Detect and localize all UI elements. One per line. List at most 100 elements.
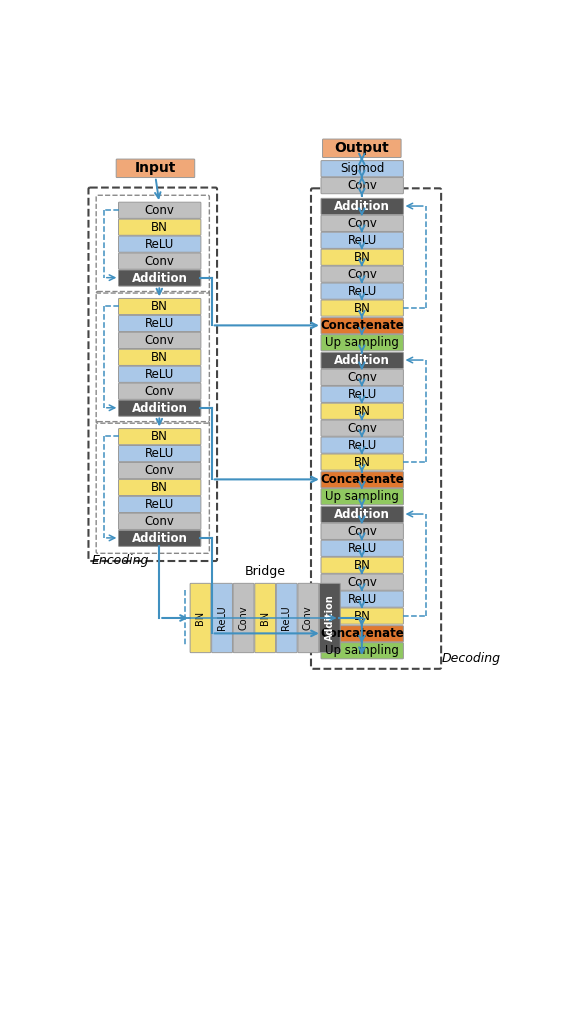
FancyBboxPatch shape [190,584,211,652]
Text: BN: BN [195,611,205,625]
Text: Decoding: Decoding [442,652,501,665]
Text: Conv: Conv [238,605,248,631]
FancyBboxPatch shape [321,591,403,607]
Text: Conv: Conv [145,515,174,527]
FancyBboxPatch shape [277,584,297,652]
FancyBboxPatch shape [118,445,201,462]
Text: Concatenate: Concatenate [320,319,404,332]
FancyBboxPatch shape [321,541,403,556]
Text: BN: BN [354,609,371,623]
FancyBboxPatch shape [321,420,403,436]
Text: ReLU: ReLU [282,605,291,631]
FancyBboxPatch shape [321,454,403,470]
FancyBboxPatch shape [321,523,403,540]
Text: Addition: Addition [334,354,390,367]
FancyBboxPatch shape [118,219,201,236]
FancyBboxPatch shape [321,283,403,299]
FancyBboxPatch shape [118,298,201,314]
FancyBboxPatch shape [321,300,403,316]
Text: Up sampling: Up sampling [325,336,399,349]
FancyBboxPatch shape [321,386,403,402]
FancyBboxPatch shape [321,266,403,283]
FancyBboxPatch shape [321,370,403,385]
Text: BN: BN [151,221,168,233]
Text: Conv: Conv [347,267,377,281]
Text: Addition: Addition [132,271,187,285]
Text: ReLU: ReLU [145,238,174,251]
Text: ReLU: ReLU [348,233,377,247]
FancyBboxPatch shape [321,249,403,265]
FancyBboxPatch shape [118,429,201,444]
FancyBboxPatch shape [323,139,401,158]
FancyBboxPatch shape [321,506,403,522]
FancyBboxPatch shape [321,352,403,369]
FancyBboxPatch shape [321,608,403,625]
Text: Concatenate: Concatenate [320,628,404,640]
Text: BN: BN [260,611,270,625]
Text: Conv: Conv [145,255,174,267]
Text: Conv: Conv [347,575,377,589]
Text: Conv: Conv [347,371,377,384]
FancyBboxPatch shape [321,215,403,231]
FancyBboxPatch shape [118,513,201,529]
Text: ReLU: ReLU [145,447,174,460]
Text: Conv: Conv [347,422,377,434]
FancyBboxPatch shape [321,232,403,249]
FancyBboxPatch shape [118,400,201,416]
FancyBboxPatch shape [118,237,201,252]
Text: Output: Output [334,141,389,156]
Text: BN: BN [151,481,168,494]
Text: Input: Input [135,162,176,175]
FancyBboxPatch shape [321,643,403,658]
FancyBboxPatch shape [118,202,201,218]
Text: ReLU: ReLU [145,498,174,511]
Text: BN: BN [354,251,371,264]
Text: BN: BN [354,559,371,571]
Text: Bridge: Bridge [244,565,286,578]
FancyBboxPatch shape [321,335,403,351]
FancyBboxPatch shape [118,253,201,269]
FancyBboxPatch shape [118,383,201,399]
FancyBboxPatch shape [255,584,275,652]
FancyBboxPatch shape [116,159,195,177]
FancyBboxPatch shape [233,584,254,652]
Text: ReLU: ReLU [145,368,174,381]
FancyBboxPatch shape [298,584,319,652]
FancyBboxPatch shape [118,497,201,512]
FancyBboxPatch shape [118,333,201,348]
Text: ReLU: ReLU [348,593,377,605]
Text: Conv: Conv [347,525,377,538]
Text: Addition: Addition [324,595,334,641]
FancyBboxPatch shape [118,315,201,332]
Text: Sigmod: Sigmod [340,162,384,175]
Text: ReLU: ReLU [348,285,377,298]
FancyBboxPatch shape [321,161,403,177]
Text: BN: BN [151,351,168,364]
FancyBboxPatch shape [321,317,403,334]
Text: Conv: Conv [145,385,174,397]
FancyBboxPatch shape [118,270,201,286]
Text: Conv: Conv [145,464,174,477]
Text: Addition: Addition [132,531,187,545]
FancyBboxPatch shape [321,557,403,573]
FancyBboxPatch shape [321,199,403,214]
FancyBboxPatch shape [118,463,201,478]
Text: Conv: Conv [347,179,377,193]
FancyBboxPatch shape [118,349,201,366]
Text: Conv: Conv [145,334,174,347]
FancyBboxPatch shape [118,530,201,547]
Text: ReLU: ReLU [348,542,377,555]
Text: ReLU: ReLU [217,605,227,631]
Text: Concatenate: Concatenate [320,473,404,486]
FancyBboxPatch shape [321,574,403,590]
Text: Addition: Addition [334,508,390,521]
Text: Up sampling: Up sampling [325,490,399,503]
Text: ReLU: ReLU [145,317,174,330]
FancyBboxPatch shape [321,177,403,194]
Text: Conv: Conv [347,217,377,229]
FancyBboxPatch shape [321,626,403,642]
Text: BN: BN [354,404,371,418]
Text: ReLU: ReLU [348,438,377,452]
FancyBboxPatch shape [321,488,403,505]
FancyBboxPatch shape [118,367,201,382]
